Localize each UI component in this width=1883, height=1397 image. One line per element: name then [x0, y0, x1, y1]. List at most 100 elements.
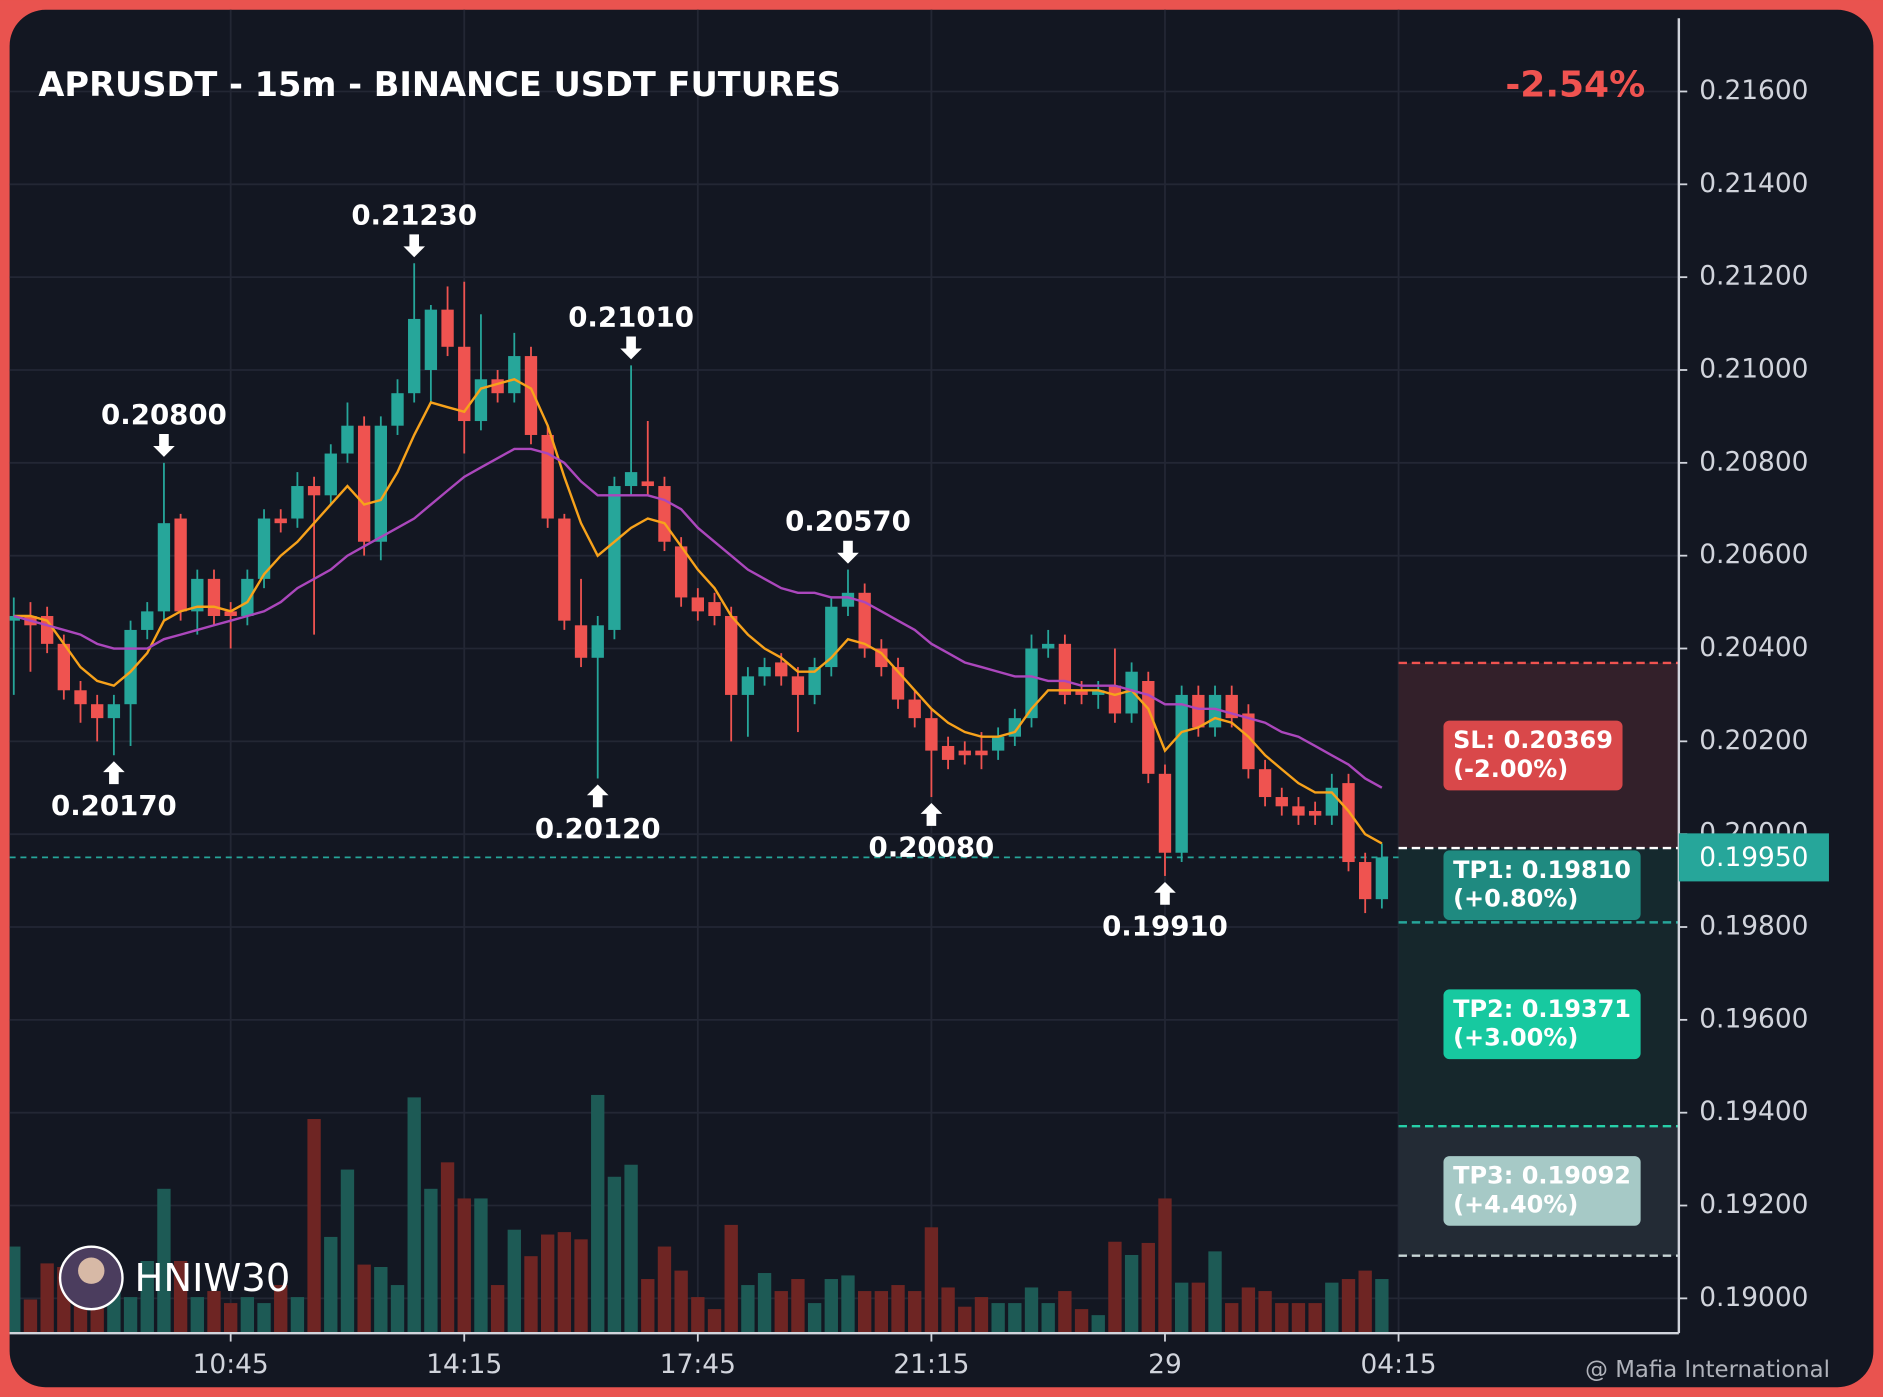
- candle-body: [374, 425, 388, 542]
- volume-bar: [1341, 1279, 1356, 1334]
- chart-title: APRUSDT - 15m - BINANCE USDT FUTURES: [38, 65, 841, 104]
- volume-bar: [190, 1297, 204, 1334]
- level-note: (-2.00%): [1453, 755, 1568, 783]
- volume-bar: [1291, 1303, 1306, 1334]
- volume-bar: [1174, 1282, 1189, 1334]
- y-tick-label: 0.19200: [1699, 1189, 1808, 1220]
- annotation-label: 0.20080: [869, 831, 995, 864]
- x-tick-label: 29: [1148, 1349, 1182, 1380]
- volume-bar: [908, 1291, 922, 1334]
- candle-body: [708, 602, 721, 617]
- x-tick-label: 17:45: [660, 1349, 736, 1380]
- y-tick-label: 0.19000: [1699, 1282, 1808, 1313]
- candle-body: [808, 667, 821, 695]
- volume-bar: [1074, 1309, 1089, 1334]
- annotation-arrow: [403, 234, 426, 258]
- level-note: (+4.40%): [1453, 1190, 1578, 1218]
- volume-bar: [707, 1309, 722, 1334]
- avatar-face: [78, 1257, 105, 1284]
- candle-body: [1175, 694, 1188, 853]
- level-label: TP2: 0.19371: [1453, 995, 1631, 1023]
- x-tick-label: 14:15: [426, 1349, 502, 1380]
- volume-bar: [390, 1285, 405, 1334]
- volume-bar: [173, 1260, 188, 1334]
- volume-bar: [641, 1279, 655, 1334]
- candle-body: [775, 662, 788, 677]
- volume-bar: [774, 1291, 788, 1334]
- candle-body: [958, 750, 971, 756]
- annotation-label: 0.21010: [568, 301, 694, 334]
- annotation-label: 0.19910: [1102, 910, 1228, 943]
- volume-bar: [1191, 1282, 1206, 1334]
- annotation-arrow: [586, 784, 609, 808]
- y-tick-label: 0.20200: [1699, 725, 1808, 756]
- candle-body: [1275, 797, 1288, 807]
- candle-body: [758, 667, 771, 677]
- volume-bar: [240, 1297, 255, 1334]
- candle-body: [674, 546, 688, 598]
- volume-bar: [857, 1291, 872, 1334]
- volume-bar: [974, 1297, 989, 1334]
- candle-body: [508, 356, 521, 394]
- y-tick-label: 0.21400: [1699, 168, 1808, 199]
- volume-bar: [1091, 1315, 1105, 1334]
- volume-bar: [540, 1234, 555, 1334]
- volume-bar: [1141, 1242, 1155, 1334]
- volume-bar: [1325, 1282, 1339, 1334]
- candle-body: [441, 309, 454, 347]
- volume-bar: [691, 1297, 705, 1334]
- candle-body: [541, 434, 554, 519]
- annotation-arrow: [1154, 881, 1176, 905]
- level-box: [1443, 1156, 1641, 1226]
- annotation-label: 0.20120: [535, 812, 661, 845]
- x-tick-label: 04:15: [1361, 1349, 1437, 1380]
- volume-bar: [1308, 1303, 1322, 1334]
- annotation-label: 0.20800: [101, 398, 227, 431]
- annotation-arrow: [153, 434, 175, 457]
- volume-bar: [424, 1188, 438, 1334]
- candle-body: [1242, 713, 1255, 770]
- level-box: [1443, 989, 1641, 1060]
- volume-bar: [841, 1275, 855, 1334]
- candle-body: [207, 578, 221, 617]
- candle-body: [391, 393, 404, 426]
- volume-bar: [607, 1176, 622, 1334]
- volume-bar: [1208, 1251, 1222, 1334]
- volume-bar: [624, 1164, 638, 1334]
- candle-body: [458, 346, 471, 422]
- volume-bar: [991, 1303, 1005, 1334]
- volume-bar: [407, 1097, 421, 1334]
- candle-body: [324, 453, 337, 496]
- candle-body: [1075, 690, 1088, 695]
- y-tick-label: 0.21200: [1699, 261, 1808, 292]
- volume-bar: [791, 1279, 805, 1334]
- candle-body: [825, 606, 838, 668]
- volume-bar: [1058, 1291, 1072, 1334]
- volume-bar: [657, 1246, 672, 1334]
- overlay: SL: 0.20369(-2.00%) TP1: 0.19810(+0.80%) T…: [51, 198, 1679, 1257]
- candle-body: [257, 518, 271, 579]
- annotation-arrow: [620, 336, 642, 360]
- level-box: [1443, 720, 1623, 791]
- volume-bar: [1225, 1303, 1239, 1334]
- last-price-label: 0.19950: [1699, 842, 1808, 873]
- candle-body: [875, 648, 888, 668]
- y-tick-label: 0.20600: [1699, 539, 1808, 570]
- candle-body: [191, 578, 204, 612]
- candle-body: [641, 481, 654, 487]
- volume-bar: [490, 1285, 505, 1334]
- candle-body: [1025, 648, 1038, 719]
- candle-body: [574, 625, 588, 658]
- candle-body: [141, 611, 154, 630]
- volume-bar: [724, 1224, 738, 1334]
- volume-bar: [1008, 1303, 1022, 1334]
- volume-bar: [123, 1297, 138, 1334]
- candle-body: [224, 611, 237, 617]
- volume-bar: [223, 1303, 238, 1334]
- volume-bar: [941, 1287, 955, 1334]
- candle-body: [1158, 773, 1172, 853]
- candle-body: [691, 597, 704, 612]
- volume-bar: [340, 1169, 355, 1334]
- level-box: [1443, 850, 1641, 921]
